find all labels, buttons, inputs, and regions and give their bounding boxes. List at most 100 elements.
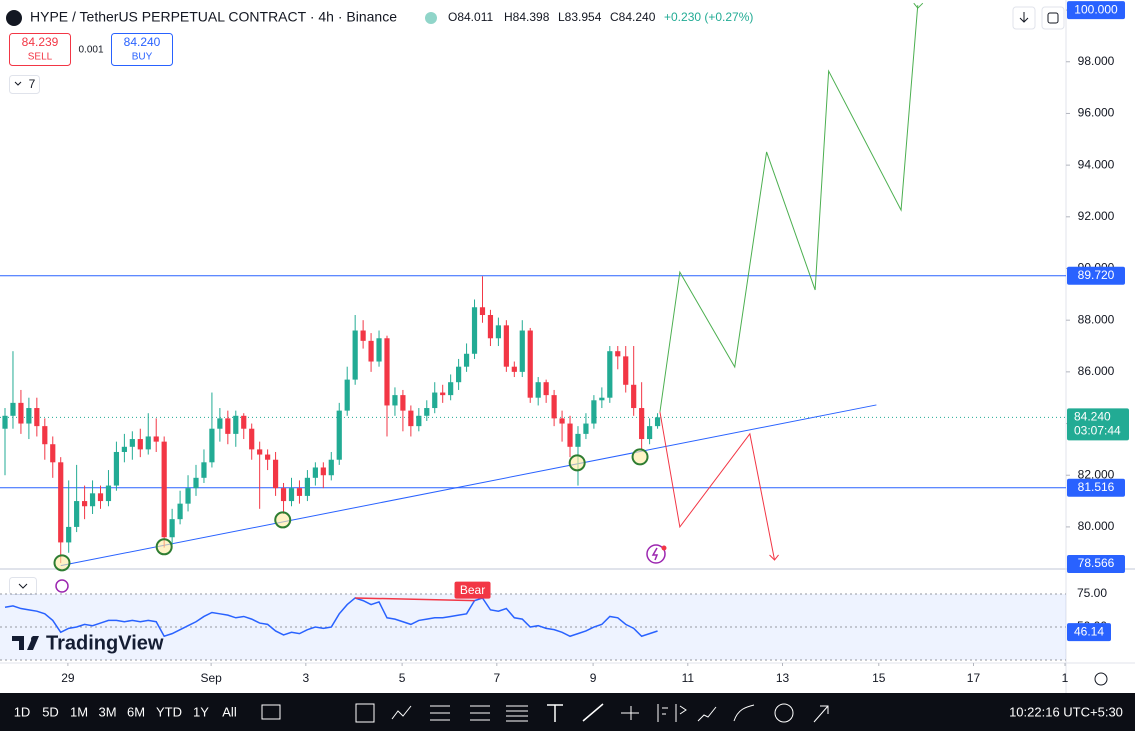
y-tick-label: 94.000 (1078, 157, 1115, 171)
symbol-logo (6, 10, 22, 26)
x-tick-label: 13 (776, 671, 790, 685)
x-tick-label: Sep (200, 671, 222, 685)
tool-icon[interactable] (733, 704, 755, 722)
range-button[interactable]: 6M (127, 704, 145, 719)
tool-icon[interactable] (355, 703, 375, 723)
clock: 10:22:16 UTC+5:30 (1009, 704, 1123, 719)
candle-body (376, 338, 382, 362)
candle-body (599, 397, 605, 401)
tool-icon[interactable] (675, 704, 687, 722)
candle-body (623, 356, 629, 385)
candle-body (233, 415, 239, 434)
tool-icon[interactable] (391, 705, 412, 720)
range-button[interactable]: YTD (156, 704, 182, 719)
candle-body (185, 488, 191, 504)
tool-icon[interactable] (547, 704, 563, 722)
tool-icon[interactable] (261, 704, 281, 720)
market-status (425, 12, 437, 24)
range-button[interactable]: 5D (42, 704, 59, 719)
projection-up (659, 5, 919, 412)
range-button[interactable]: 1D (14, 704, 31, 719)
tool-icon[interactable] (470, 705, 490, 721)
range-button[interactable]: All (222, 704, 237, 719)
price-label: 89.720 (1078, 268, 1115, 282)
maximize-icon (1047, 12, 1059, 24)
trend-line (60, 404, 877, 567)
tool-icon[interactable] (697, 706, 717, 722)
x-tick-label: 9 (590, 671, 597, 685)
candle-body (97, 493, 104, 502)
spread: 0.001 (78, 45, 103, 56)
last-price-label: 84.240 (1074, 410, 1111, 424)
price-label-box (1067, 478, 1125, 497)
last-price-box (1067, 408, 1129, 441)
y-tick-label: 100.000 (1074, 2, 1118, 16)
pivot-marker (568, 454, 586, 472)
maximize-button[interactable] (1041, 6, 1065, 30)
candle-body (312, 467, 318, 478)
candle-body (511, 366, 517, 372)
price-label: 81.516 (1078, 480, 1115, 494)
sell-price: 84.239 (22, 35, 59, 49)
candle-body (153, 436, 159, 442)
candle-body (137, 439, 143, 450)
pane-toggle[interactable] (9, 577, 37, 595)
buy-label: BUY (132, 52, 153, 63)
alert-icon[interactable] (646, 544, 666, 564)
candle-body (50, 444, 56, 463)
candle-body (503, 325, 509, 367)
candle-body (336, 410, 342, 460)
candle-body (58, 462, 64, 543)
tool-icon[interactable] (506, 705, 528, 722)
candle-body (567, 423, 573, 447)
range-button[interactable]: 3M (98, 704, 116, 719)
indicators-toggle[interactable] (9, 75, 40, 94)
symbol-title[interactable]: HYPE / TetherUS PERPETUAL CONTRACT · 4h … (30, 9, 397, 25)
bottom-toolbar (0, 693, 1135, 731)
candle-body (74, 501, 80, 527)
pivot-marker (155, 538, 173, 556)
range-button[interactable]: 1Y (193, 704, 209, 719)
candle-body (145, 436, 151, 450)
reload-icon[interactable] (55, 579, 69, 593)
range-button[interactable]: 1M (70, 704, 88, 719)
candle-body (81, 501, 88, 507)
pivot-marker (631, 448, 649, 466)
settings-icon[interactable] (1094, 672, 1108, 686)
buy-price: 84.240 (124, 35, 161, 49)
sell-button[interactable] (9, 33, 71, 66)
tool-icon[interactable] (582, 703, 604, 722)
buy-button[interactable] (111, 33, 173, 66)
candle-body (225, 418, 231, 434)
candle-body (241, 415, 247, 429)
tool-icon[interactable] (621, 706, 639, 720)
tool-icon[interactable] (774, 703, 794, 723)
candle-body (400, 395, 406, 411)
logo-text: TradingView (46, 632, 164, 654)
x-tick-label: 3 (302, 671, 309, 685)
candle-body (42, 426, 48, 445)
divergence-line (355, 597, 475, 602)
candle-body (288, 488, 295, 502)
candle-body (201, 462, 207, 478)
candle-body (217, 418, 223, 429)
x-tick-label: 11 (682, 671, 695, 685)
y-tick-label: 98.000 (1078, 54, 1115, 68)
pivot-marker (274, 511, 292, 529)
tool-icon[interactable] (657, 704, 668, 722)
rsi-last-label: 46.14 (1074, 624, 1104, 638)
y-tick-label: 96.000 (1078, 106, 1115, 120)
logo-dot (31, 636, 37, 642)
ohlc-open: O84.011 (448, 10, 493, 24)
x-tick-label: 7 (493, 671, 500, 685)
divergence-label-box (454, 581, 491, 599)
tool-icon[interactable] (430, 705, 450, 721)
candle-body (456, 366, 462, 383)
pivot-marker (53, 554, 71, 572)
tool-icon[interactable] (813, 705, 829, 723)
price-change: +0.230 (+0.27%) (664, 10, 753, 24)
candle-body (34, 408, 40, 427)
y-tick-label: 82.000 (1078, 467, 1115, 481)
candle-body (66, 526, 72, 543)
